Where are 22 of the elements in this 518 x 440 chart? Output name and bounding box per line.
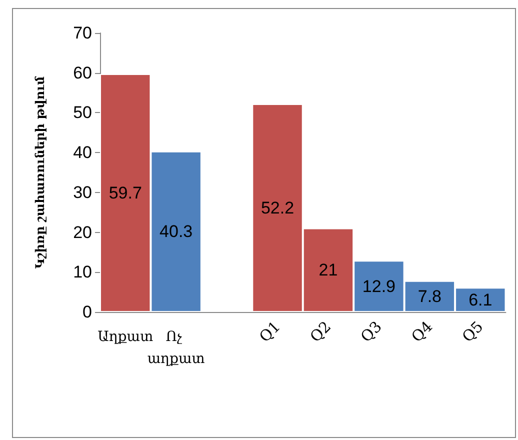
- data-label: 6.1: [468, 290, 492, 310]
- y-tick-label: 60: [73, 63, 92, 82]
- data-label: 12.9: [362, 276, 396, 296]
- data-label: 59.7: [108, 184, 142, 203]
- y-tick-label: 30: [73, 182, 92, 202]
- data-label: 40.3: [160, 222, 193, 242]
- y-tick-label: 40: [73, 143, 92, 162]
- data-label: 52.2: [260, 198, 294, 218]
- y-tick-label: 20: [73, 222, 92, 242]
- data-label: 7.8: [418, 286, 442, 306]
- x-tick-label: Q4: [408, 318, 436, 346]
- data-label: 21: [318, 260, 338, 280]
- x-tick-label: Q2: [306, 318, 335, 346]
- x-tick-label: Q1: [256, 318, 284, 346]
- y-tick-label: 10: [73, 262, 92, 282]
- x-tick-label: Աղքատ: [98, 329, 154, 345]
- x-tick-label: Q5: [458, 318, 487, 346]
- y-tick-label: 70: [73, 24, 92, 42]
- y-tick-label: 0: [82, 302, 92, 322]
- x-tick-label: Q3: [357, 318, 386, 346]
- y-tick-label: 50: [73, 103, 92, 122]
- y-axis-title: Կշիռը շահառուների թվում: [33, 76, 47, 269]
